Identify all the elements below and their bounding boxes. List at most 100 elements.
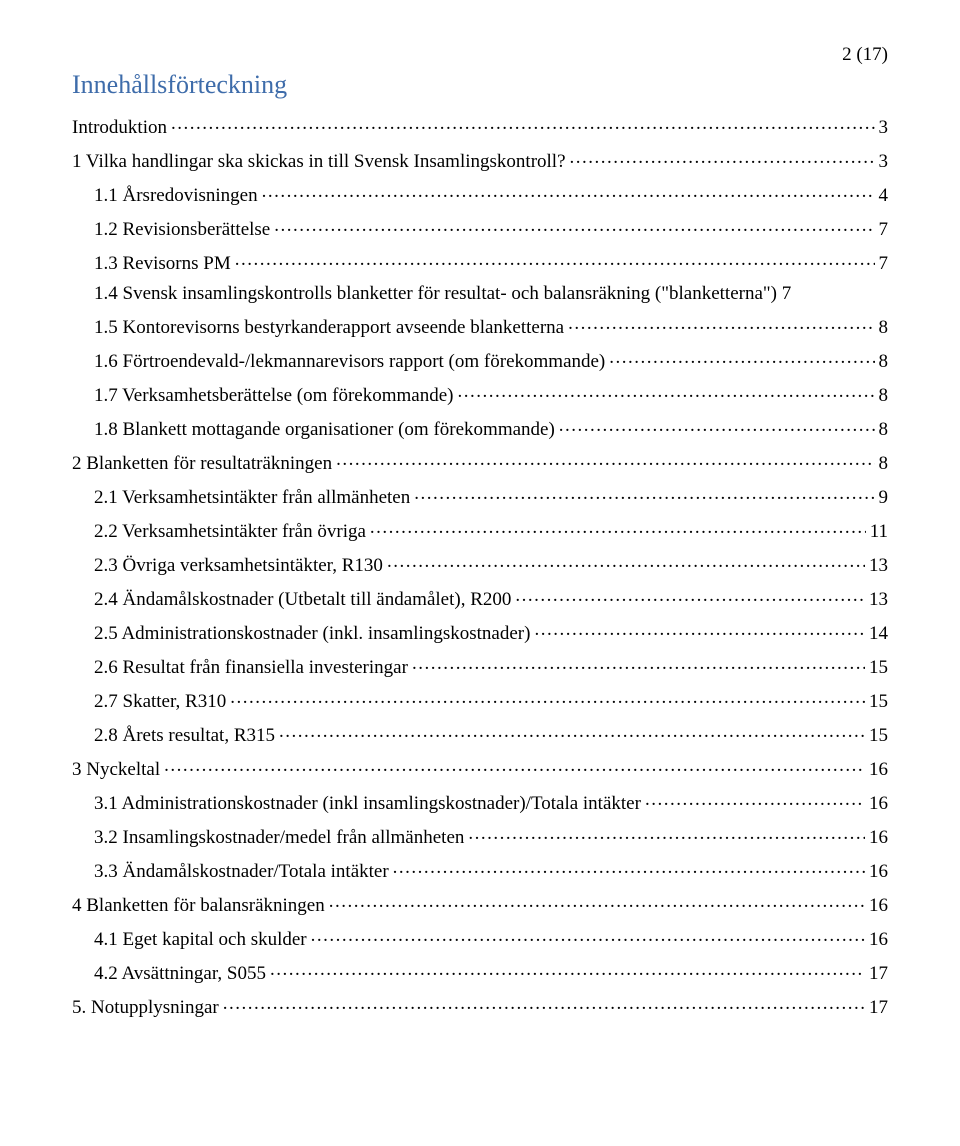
toc-entry-page: 15 [869,726,888,745]
toc-entry-label: 1.5 Kontorevisorns bestyrkanderapport av… [94,318,564,337]
toc-entry-page: 8 [879,352,889,371]
toc-entry[interactable]: 1.7 Verksamhetsberättelse (om förekomman… [72,382,888,405]
toc-entry-label: 3.2 Insamlingskostnader/medel från allmä… [94,828,464,847]
toc-leader-dots [534,620,865,639]
toc-entry[interactable]: 3.1 Administrationskostnader (inkl insam… [72,790,888,813]
toc-leader-dots [457,382,874,401]
toc-entry-label: 2 Blanketten för resultaträkningen [72,454,332,473]
toc-entry[interactable]: 3 Nyckeltal 16 [72,756,888,779]
toc-leader-dots [393,858,865,877]
toc-entry[interactable]: 3.2 Insamlingskostnader/medel från allmä… [72,824,888,847]
toc-entry[interactable]: 4.2 Avsättningar, S055 17 [72,960,888,983]
toc-entry-label: 2.8 Årets resultat, R315 [94,726,275,745]
toc-leader-dots [568,314,874,333]
toc-leader-dots [311,926,865,945]
toc-entry-page: 8 [879,420,889,439]
toc-entry-page: 11 [870,522,888,541]
toc-entry[interactable]: 2.8 Årets resultat, R315 15 [72,722,888,745]
toc-leader-dots [262,182,875,201]
toc-entry-label: 3.1 Administrationskostnader (inkl insam… [94,794,641,813]
toc-leader-dots [329,892,865,911]
toc-leader-dots [279,722,865,741]
toc-entry-label: 1.3 Revisorns PM [94,254,231,273]
toc-entry-page: 14 [869,624,888,643]
toc-entry-page: 3 [879,118,889,137]
toc-entry[interactable]: 1.4 Svensk insamlingskontrolls blankette… [72,284,888,303]
toc-entry-label: 1.8 Blankett mottagande organisationer (… [94,420,555,439]
toc-leader-dots [468,824,865,843]
toc-entry-page: 7 [879,220,889,239]
toc-entry-page: 8 [879,454,889,473]
toc-leader-dots [387,552,865,571]
toc-entry-label: 4.1 Eget kapital och skulder [94,930,307,949]
toc-entry-page: 13 [869,590,888,609]
toc-leader-dots [223,994,865,1013]
toc-entry[interactable]: 1 Vilka handlingar ska skickas in till S… [72,148,888,171]
toc-entry-page: 4 [879,186,889,205]
toc-entry[interactable]: 2.7 Skatter, R31015 [72,688,888,711]
toc-entry-label: 1.2 Revisionsberättelse [94,220,270,239]
toc-leader-dots [270,960,865,979]
toc-entry-label: 4.2 Avsättningar, S055 [94,964,266,983]
toc-entry-label: 2.2 Verksamhetsintäkter från övriga [94,522,366,541]
toc-entry[interactable]: 2.6 Resultat från finansiella investerin… [72,654,888,677]
toc-entry[interactable]: 1.3 Revisorns PM 7 [72,250,888,273]
toc-entry-page: 17 [869,964,888,983]
toc-entry-page: 9 [879,488,889,507]
toc-entry-page: 8 [879,318,889,337]
toc-entry-label: 3 Nyckeltal [72,760,160,779]
toc-entry-label: 1.7 Verksamhetsberättelse (om förekomman… [94,386,453,405]
toc-entry-page: 17 [869,998,888,1017]
toc-entry[interactable]: 1.8 Blankett mottagande organisationer (… [72,416,888,439]
toc-entry[interactable]: 4.1 Eget kapital och skulder16 [72,926,888,949]
toc-entry-label: 1.4 Svensk insamlingskontrolls blankette… [94,284,791,303]
toc-entry-page: 15 [869,692,888,711]
toc-entry-label: 2.5 Administrationskostnader (inkl. insa… [94,624,530,643]
toc-leader-dots [336,450,874,469]
toc-entry-page: 16 [869,828,888,847]
toc-entry-page: 16 [869,896,888,915]
toc-leader-dots [570,148,875,167]
toc-entry[interactable]: 1.2 Revisionsberättelse 7 [72,216,888,239]
toc-leader-dots [171,114,875,133]
toc-entry-label: 4 Blanketten för balansräkningen [72,896,325,915]
toc-entry-label: 1.1 Årsredovisningen [94,186,258,205]
toc-entry[interactable]: 2.4 Ändamålskostnader (Utbetalt till änd… [72,586,888,609]
toc-entry[interactable]: 2.5 Administrationskostnader (inkl. insa… [72,620,888,643]
toc-entry[interactable]: 1.1 Årsredovisningen 4 [72,182,888,205]
toc-leader-dots [645,790,865,809]
toc-entry[interactable]: 4 Blanketten för balansräkningen 16 [72,892,888,915]
toc-entry-label: 1 Vilka handlingar ska skickas in till S… [72,152,566,171]
toc-entry-label: 2.3 Övriga verksamhetsintäkter, R130 [94,556,383,575]
toc-entry[interactable]: 1.6 Förtroendevald-/lekmannarevisors rap… [72,348,888,371]
toc-leader-dots [230,688,865,707]
toc-entry-label: 2.1 Verksamhetsintäkter från allmänheten [94,488,410,507]
toc-entry-page: 8 [879,386,889,405]
toc-entry[interactable]: 2 Blanketten för resultaträkningen 8 [72,450,888,473]
toc-entry[interactable]: 2.1 Verksamhetsintäkter från allmänheten… [72,484,888,507]
toc-leader-dots [609,348,874,367]
toc-entry-page: 16 [869,760,888,779]
toc-entry-page: 3 [879,152,889,171]
toc-entry[interactable]: Introduktion3 [72,114,888,137]
toc-entry[interactable]: 2.2 Verksamhetsintäkter från övriga 11 [72,518,888,541]
toc-entry[interactable]: 1.5 Kontorevisorns bestyrkanderapport av… [72,314,888,337]
toc-leader-dots [412,654,865,673]
toc-entry[interactable]: 5. Notupplysningar 17 [72,994,888,1017]
toc-leader-dots [274,216,874,235]
toc-entry-page: 7 [879,254,889,273]
toc-title: Innehållsförteckning [72,70,888,100]
toc-entry[interactable]: 3.3 Ändamålskostnader/Totala intäkter 16 [72,858,888,881]
toc-entry-page: 15 [869,658,888,677]
toc-leader-dots [370,518,866,537]
toc-entry[interactable]: 2.3 Övriga verksamhetsintäkter, R130 13 [72,552,888,575]
toc-container: Introduktion3 1 Vilka handlingar ska skic… [72,114,888,1017]
toc-entry-label: 3.3 Ändamålskostnader/Totala intäkter [94,862,389,881]
toc-entry-page: 13 [869,556,888,575]
toc-entry-page: 16 [869,862,888,881]
page-indicator: 2 (17) [72,44,888,66]
toc-leader-dots [414,484,874,503]
toc-entry-label: 5. Notupplysningar [72,998,219,1017]
toc-entry-label: 1.6 Förtroendevald-/lekmannarevisors rap… [94,352,605,371]
toc-entry-label: 2.6 Resultat från finansiella investerin… [94,658,408,677]
